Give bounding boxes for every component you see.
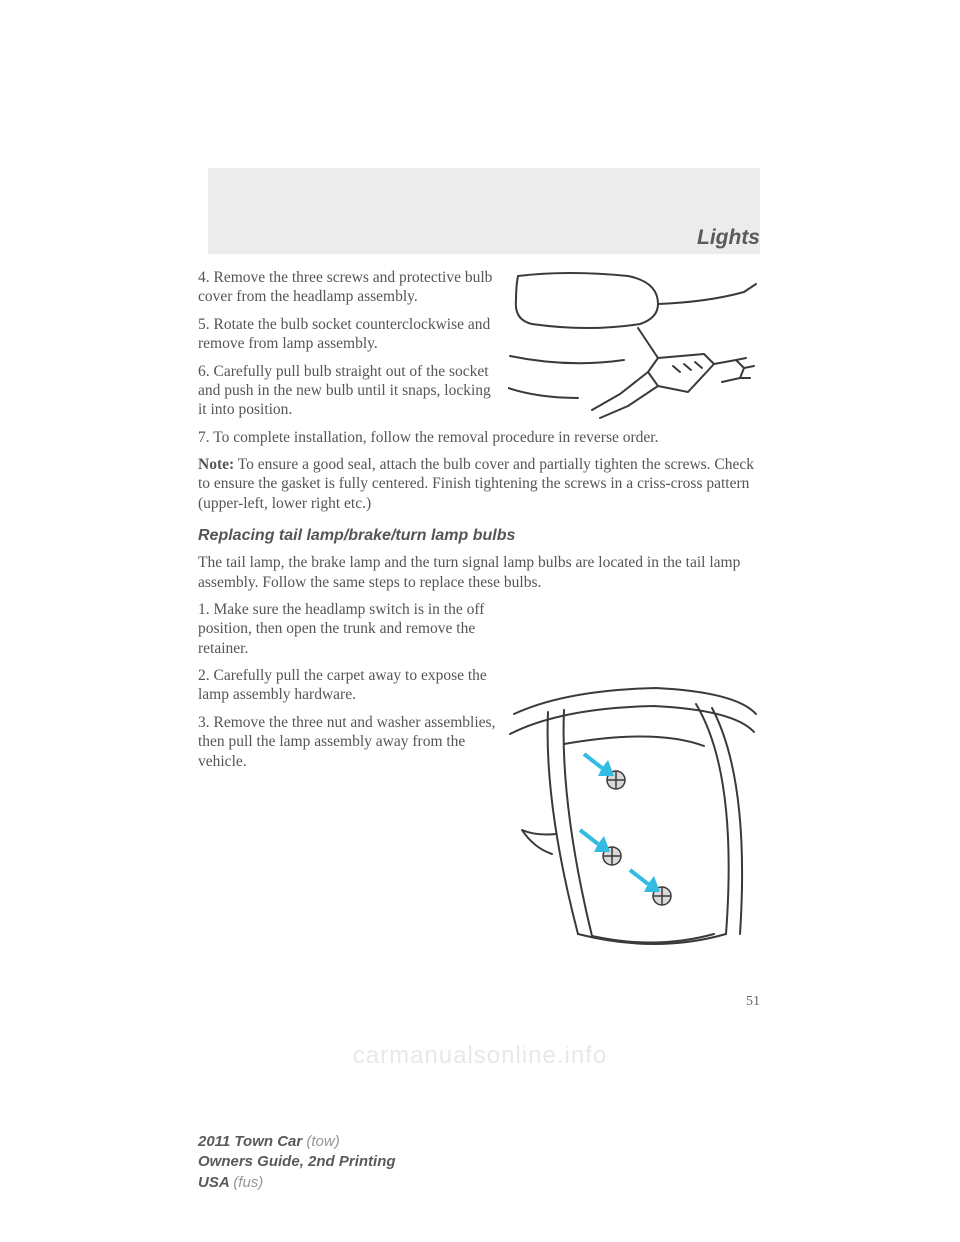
step-7: 7. To complete installation, follow the … [198, 428, 760, 447]
step-5: 5. Rotate the bulb socket counterclockwi… [198, 315, 496, 354]
note-paragraph: Note: To ensure a good seal, attach the … [198, 455, 760, 513]
footer-model: 2011 Town Car [198, 1133, 306, 1150]
step-b2: 2. Carefully pull the carpet away to exp… [198, 666, 496, 705]
intro-paragraph: The tail lamp, the brake lamp and the tu… [198, 553, 760, 592]
watermark: carmanualsonline.info [0, 1042, 960, 1070]
note-label: Note: [198, 456, 234, 473]
step-6: 6. Carefully pull bulb straight out of t… [198, 362, 496, 420]
step-b3: 3. Remove the three nut and washer assem… [198, 713, 496, 771]
section-title: Lights [697, 226, 760, 250]
footer-region-code: (fus) [233, 1174, 263, 1191]
step-b1: 1. Make sure the headlamp switch is in t… [198, 600, 496, 658]
page-number: 51 [746, 994, 760, 1010]
footer-region: USA [198, 1174, 233, 1191]
subheading: Replacing tail lamp/brake/turn lamp bulb… [198, 527, 760, 545]
header-band [208, 168, 760, 254]
note-body: To ensure a good seal, attach the bulb c… [198, 456, 754, 512]
footer-model-code: (tow) [306, 1133, 339, 1150]
step-4: 4. Remove the three screws and protectiv… [198, 268, 496, 307]
footer-guide: Owners Guide, 2nd Printing [198, 1152, 396, 1172]
footer-block: 2011 Town Car (tow) Owners Guide, 2nd Pr… [198, 1132, 396, 1193]
